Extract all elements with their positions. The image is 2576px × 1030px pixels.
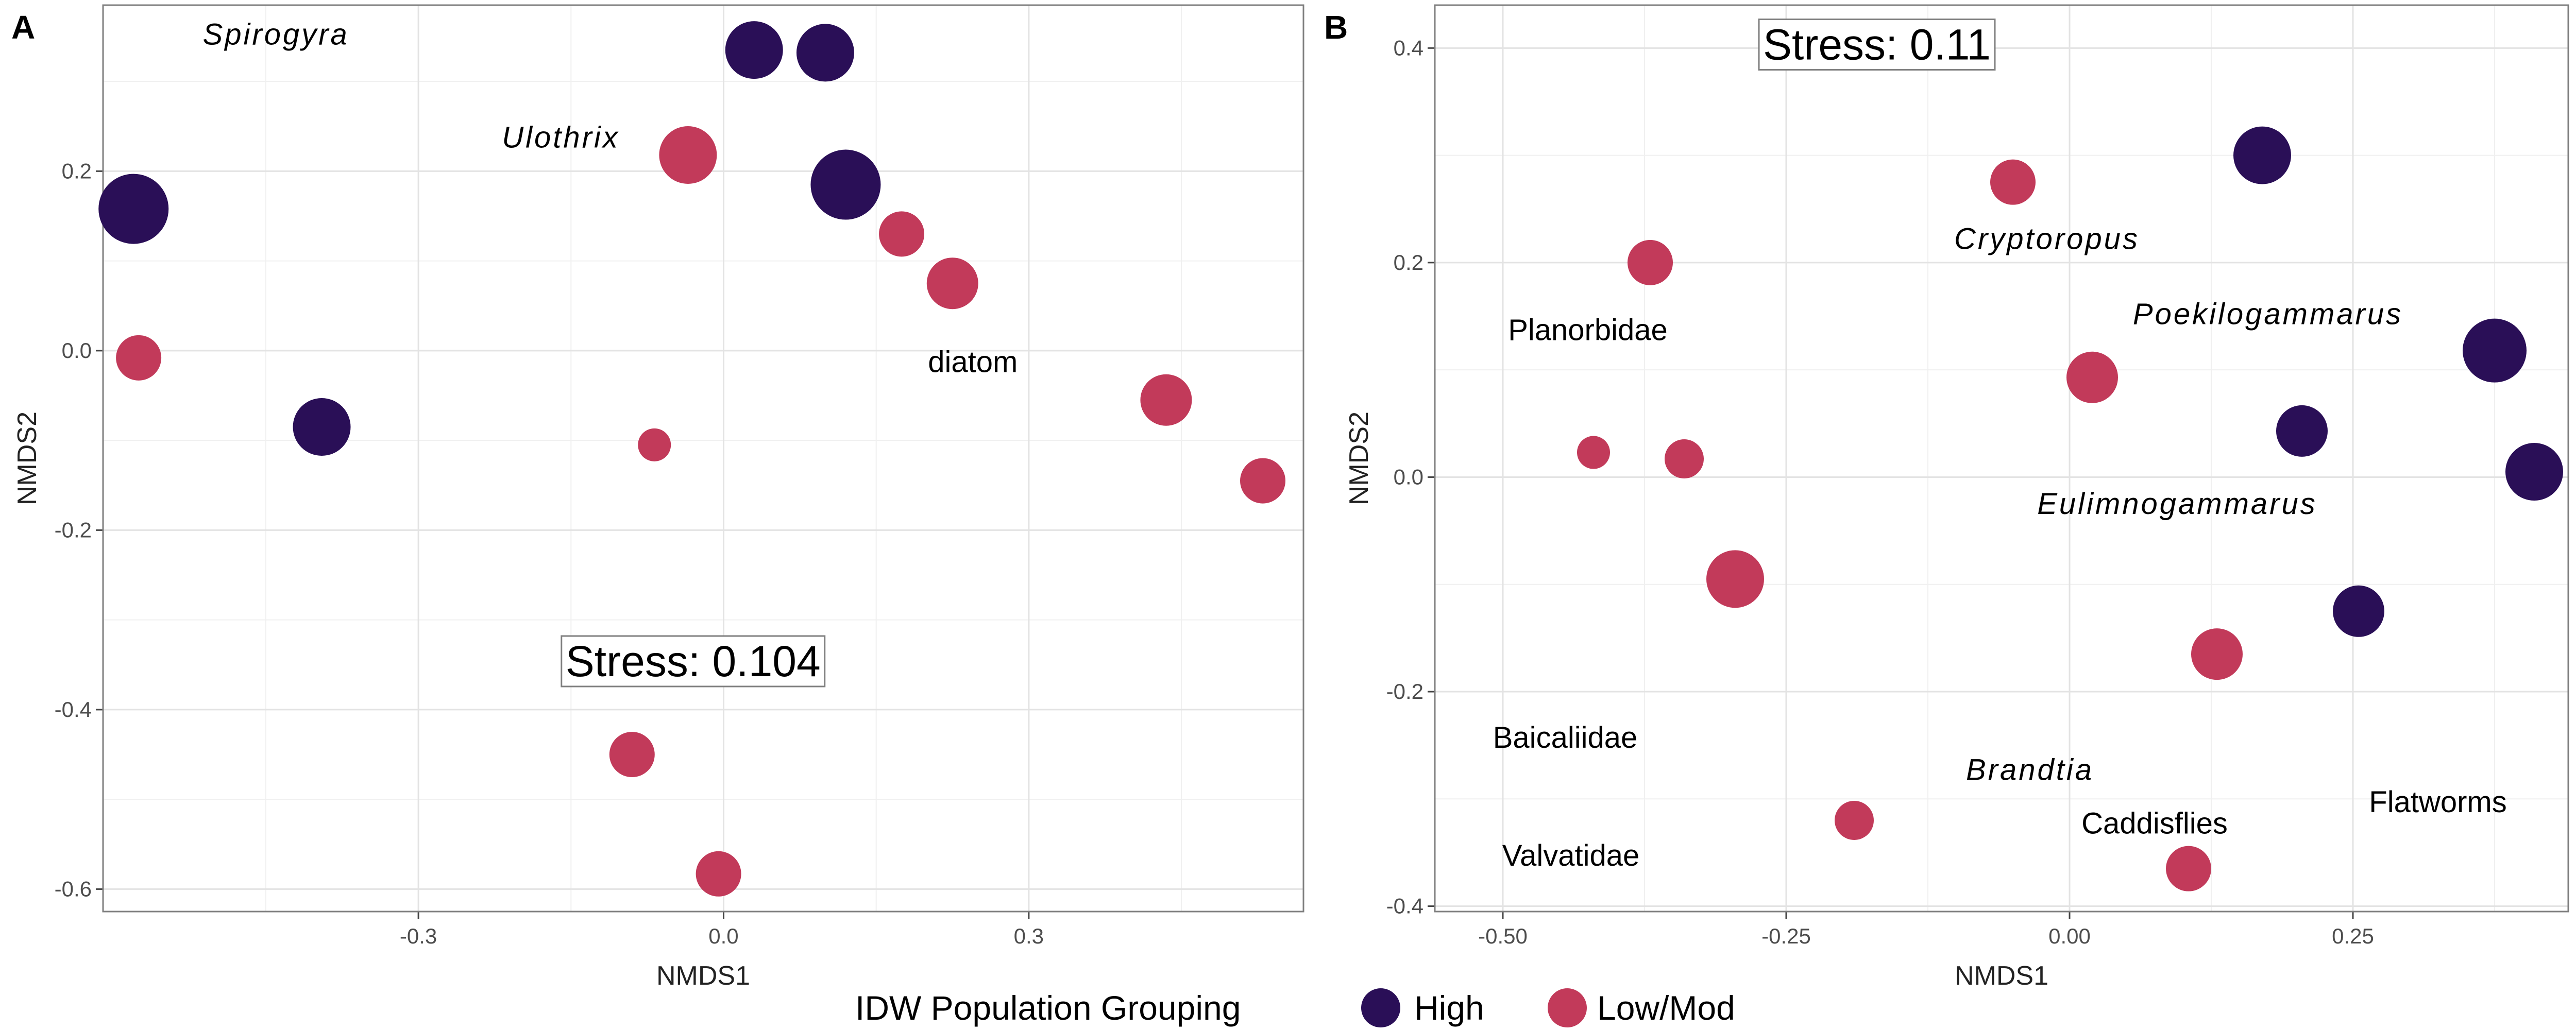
legend-label-high: High [1414, 989, 1484, 1027]
x-axis-title: NMDS1 [1955, 961, 2048, 991]
data-point-high [98, 174, 169, 244]
taxon-label: Ulothrix [502, 121, 620, 154]
x-tick-label: 0.00 [2048, 924, 2091, 948]
x-tick-label: 0.3 [1014, 924, 1044, 948]
y-tick-label: -0.6 [55, 877, 92, 901]
data-point-low [116, 335, 162, 381]
x-tick-label: -0.3 [400, 924, 437, 948]
legend-swatch-high [1361, 988, 1400, 1027]
y-tick-label: 0.4 [1394, 36, 1423, 60]
data-point-low [1835, 800, 1874, 840]
data-point-low [1140, 374, 1192, 426]
data-point-high [2333, 585, 2384, 637]
panel-border [102, 4, 1304, 913]
taxon-label: Planorbidae [1508, 314, 1668, 347]
taxon-label: Caddisflies [2081, 807, 2228, 840]
data-point-low [1577, 436, 1610, 469]
stress-box [561, 635, 826, 688]
data-point-low [2166, 846, 2211, 891]
data-point-low [1990, 159, 2036, 205]
data-point-high [810, 149, 881, 220]
y-tick-label: -0.4 [55, 697, 92, 722]
data-point-low [659, 126, 717, 184]
panel-tag: B [1324, 9, 1348, 46]
data-point-low [638, 428, 671, 461]
panel-b: B -0.50 -0.25 0.00 0.25 -0.4 -0.2 0.0 0.2 0.4 NMDS… [1324, 4, 2569, 991]
taxon-label: Poekilogammarus [2133, 297, 2403, 331]
data-point-low [1628, 239, 1673, 285]
data-point-low [1665, 439, 1704, 479]
panel-a: A -0.3 0.0 0.3 -0.6 -0.4 -0.2 0.0 0.2 NMDS1 NMDS2 S… [11, 4, 1304, 991]
data-point-low [1706, 550, 1764, 608]
taxon-label: Eulimnogammarus [2037, 487, 2317, 521]
data-point-high [2276, 405, 2328, 457]
stress-box [1758, 19, 1996, 71]
taxon-label: Spirogyra [203, 18, 349, 51]
legend: IDW Population Grouping High Low/Mod [855, 988, 1735, 1027]
data-point-low [2066, 351, 2118, 403]
taxon-label: Valvatidae [1502, 839, 1640, 872]
data-point-high [2505, 443, 2563, 501]
data-point-low [609, 732, 655, 778]
data-point-low [879, 211, 925, 257]
x-tick-label: 0.25 [2332, 924, 2374, 948]
x-axis-title: NMDS1 [656, 961, 750, 991]
y-tick-label: -0.2 [55, 518, 92, 542]
data-point-high [2463, 318, 2527, 383]
panel-border [1434, 4, 2569, 913]
data-point-low [1240, 458, 1286, 504]
y-tick-label: 0.2 [1394, 250, 1423, 274]
taxon-label: Baicaliidae [1493, 721, 1638, 754]
y-tick-label: -0.2 [1386, 679, 1423, 703]
y-tick-label: 0.2 [62, 159, 92, 183]
y-tick-label: 0.0 [62, 338, 92, 363]
x-tick-label: 0.0 [708, 924, 738, 948]
panel-tag: A [11, 9, 35, 46]
legend-swatch-low [1548, 988, 1587, 1027]
y-axis-title: NMDS2 [1344, 411, 1374, 505]
data-point-high [796, 24, 854, 82]
y-axis-title: NMDS2 [12, 411, 42, 505]
y-tick-label: 0.0 [1394, 465, 1423, 489]
taxon-label: Cryptoropus [1954, 222, 2140, 256]
data-point-high [2233, 126, 2291, 184]
taxon-label: Flatworms [2369, 785, 2506, 819]
x-tick-label: -0.25 [1761, 924, 1811, 948]
x-tick-label: -0.50 [1478, 924, 1528, 948]
legend-label-low: Low/Mod [1597, 989, 1735, 1027]
data-point-high [725, 21, 783, 79]
taxon-label: Brandtia [1966, 753, 2094, 787]
stress-label: Stress: 0.11 [1763, 21, 1991, 69]
data-point-low [2191, 628, 2243, 680]
data-point-low [926, 258, 978, 310]
stress-label: Stress: 0.104 [566, 637, 821, 685]
data-point-high [293, 398, 351, 456]
legend-title: IDW Population Grouping [855, 989, 1241, 1027]
y-tick-label: -0.4 [1386, 894, 1423, 918]
data-point-low [696, 851, 741, 897]
taxon-label: diatom [928, 345, 1018, 379]
